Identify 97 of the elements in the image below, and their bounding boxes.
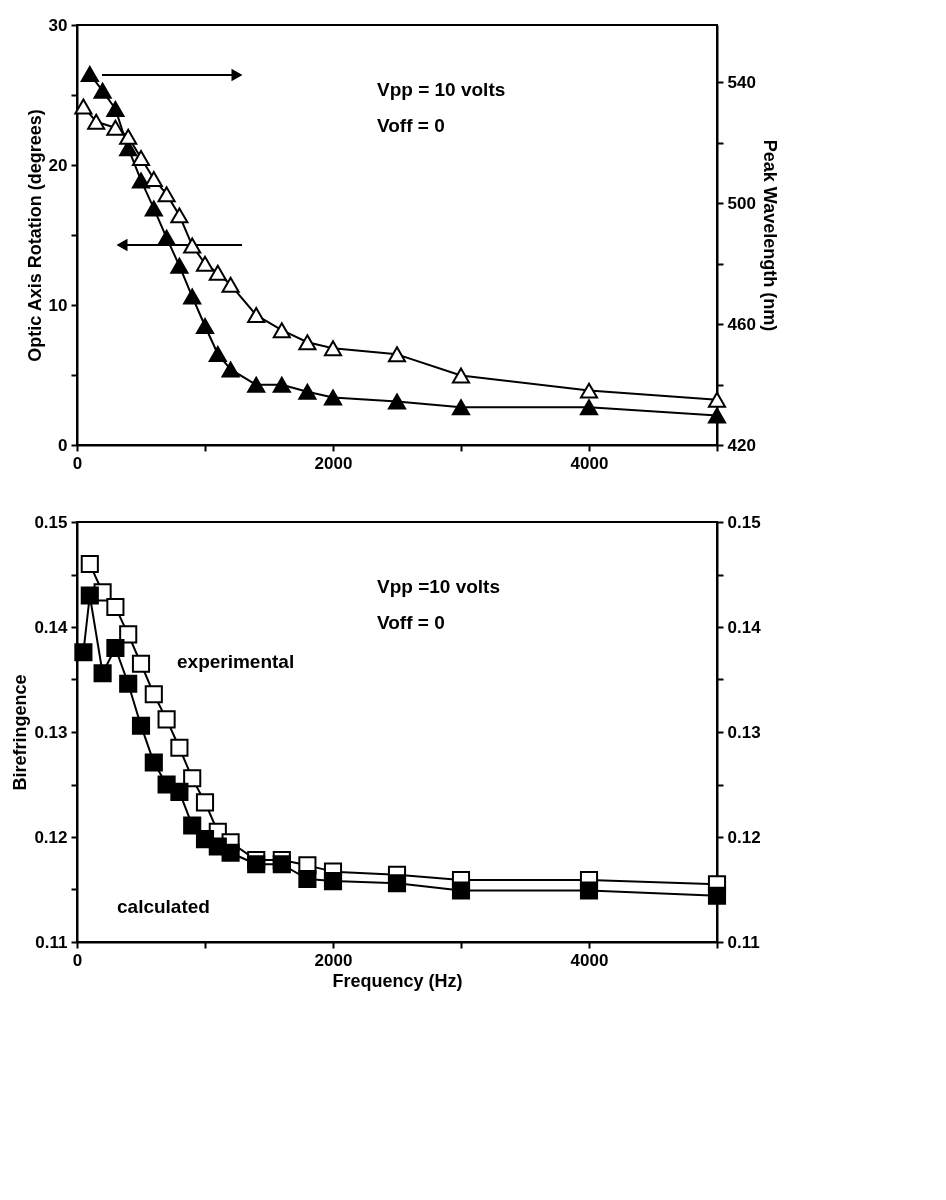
point [387,346,407,363]
x-tick-label: 0 [72,950,83,970]
point [323,389,343,406]
point [247,307,266,324]
point [707,407,727,424]
point [579,881,599,900]
point [74,98,93,115]
point [247,376,266,393]
point [87,113,106,130]
series-label: experimental [177,651,295,672]
point [707,886,727,905]
point [119,625,138,644]
point [195,318,215,334]
point [131,149,151,166]
point [579,399,599,416]
point [195,793,215,812]
point [170,738,189,757]
point [298,383,317,400]
point [183,288,202,305]
annotation: Vpp =10 volts [377,576,501,597]
point [80,66,99,82]
point [106,101,125,117]
x-tick-label: 4000 [570,950,609,970]
annotation: Voff = 0 [377,612,445,633]
point [170,257,189,274]
y2-tick-label: 0.11 [727,932,760,952]
point [93,82,112,99]
point [183,816,202,835]
point [157,186,176,203]
point [387,874,407,893]
point [106,119,125,136]
point [221,276,240,293]
point [144,200,163,217]
point [144,753,163,772]
y2-tick-label: 420 [727,435,756,455]
point [272,855,291,874]
point [80,554,99,574]
y-tick-label: 0 [58,435,68,455]
point [170,207,189,224]
y-tick-label: 10 [48,295,68,315]
y2-tick-label: 540 [727,72,756,92]
point [247,855,266,874]
y2-tick-label: 500 [727,193,756,213]
y2-tick-label: 0.15 [727,512,761,532]
point [221,361,240,378]
point [93,664,112,683]
y-tick-label: 30 [48,15,68,35]
x-axis-title: Frequency (Hz) [332,970,463,991]
point [298,869,317,889]
y-tick-label: 0.11 [35,932,68,952]
point [157,710,176,729]
point [131,716,151,735]
point [183,237,202,254]
point [74,643,93,662]
point [195,255,215,272]
x-tick-label: 0 [72,453,83,473]
point [208,264,227,281]
point [707,391,727,408]
y-axis-title: Birefringence [10,674,31,791]
y2-tick-label: 0.13 [727,722,761,742]
point [106,638,125,658]
point [208,346,227,362]
point [451,399,471,416]
point [183,769,202,788]
y2-tick-label: 0.14 [727,617,762,637]
y-tick-label: 20 [48,155,68,175]
point [106,597,125,617]
point [221,843,240,862]
y-tick-label: 0.15 [34,512,68,532]
annotation: Vpp = 10 volts [377,79,506,100]
point [451,367,471,384]
series-label: calculated [117,896,210,917]
point [131,654,151,673]
y-tick-label: 0.14 [34,617,69,637]
y-tick-label: 0.12 [34,827,68,847]
point [451,881,471,900]
point [119,128,138,145]
point [170,782,189,801]
x-tick-label: 4000 [570,453,609,473]
point [272,376,291,393]
x-tick-label: 2000 [314,453,353,473]
y-tick-label: 0.13 [34,722,68,742]
point [298,334,317,351]
point [323,340,343,357]
point [323,872,343,891]
y2-tick-label: 0.12 [727,827,761,847]
point [387,393,407,410]
annotation: Voff = 0 [377,115,445,136]
point [80,586,99,605]
point [144,685,163,704]
point [579,382,599,399]
y2-axis-title: Peak Wavelength (nm) [759,139,780,332]
point [119,674,138,693]
y-axis-title: Optic Axis Rotation (degrees) [24,109,45,362]
y2-tick-label: 460 [727,314,756,334]
x-tick-label: 2000 [314,950,353,970]
point [272,322,291,339]
